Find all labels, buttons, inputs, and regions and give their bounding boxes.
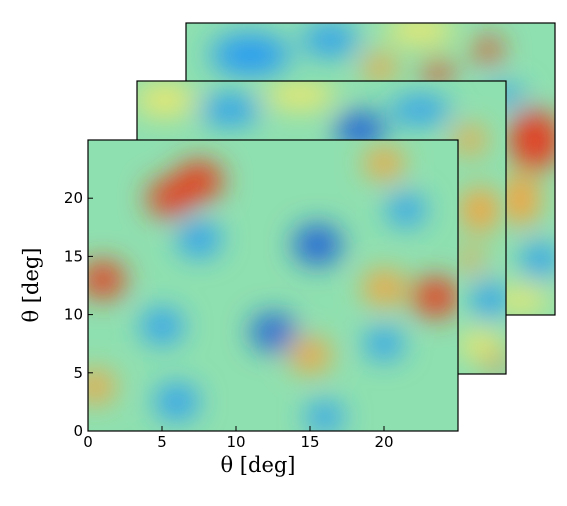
y-tick-label-2: 10 (64, 306, 83, 324)
heatmap-feature-11 (155, 383, 199, 420)
heatmap-panel-front (87, 139, 459, 432)
x-axis-label: θ [deg] (220, 453, 295, 477)
heatmap-feature-15 (306, 401, 344, 431)
y-tick-label-3: 15 (64, 247, 83, 265)
frame-front (87, 139, 459, 432)
x-tick-label-3: 15 (300, 433, 319, 451)
heatmap-feature-12 (141, 308, 183, 344)
front-heatmap-field (88, 147, 458, 431)
x-tick-label-1: 5 (157, 433, 167, 451)
heatmap-feature-4 (363, 270, 405, 306)
heatmap-feature-3 (412, 277, 458, 317)
y-tick-label-4: 20 (64, 189, 83, 207)
y-tick-label-0: 0 (73, 422, 83, 440)
heatmap-feature-14 (387, 193, 426, 226)
x-tick-label-4: 20 (374, 433, 393, 451)
heatmap-feature-7 (88, 370, 115, 403)
heatmap-feature-6 (364, 147, 404, 180)
heatmap-feature-10 (177, 220, 221, 257)
x-tick-label-2: 10 (226, 433, 245, 451)
heatmap-feature-1 (147, 179, 192, 217)
heatmap-feature-5 (289, 338, 331, 373)
heatmap-feature-13 (364, 327, 404, 360)
axis-ticks: 0 5 10 15 20 0 5 10 15 20 (64, 189, 394, 451)
y-tick-label-1: 5 (73, 364, 83, 382)
heatmap-feature-2 (88, 261, 125, 299)
heatmap-feature-9 (250, 313, 296, 351)
y-axis-label: θ [deg] (19, 247, 43, 322)
heatmap-feature-8 (293, 224, 342, 265)
x-tick-label-0: 0 (83, 433, 93, 451)
